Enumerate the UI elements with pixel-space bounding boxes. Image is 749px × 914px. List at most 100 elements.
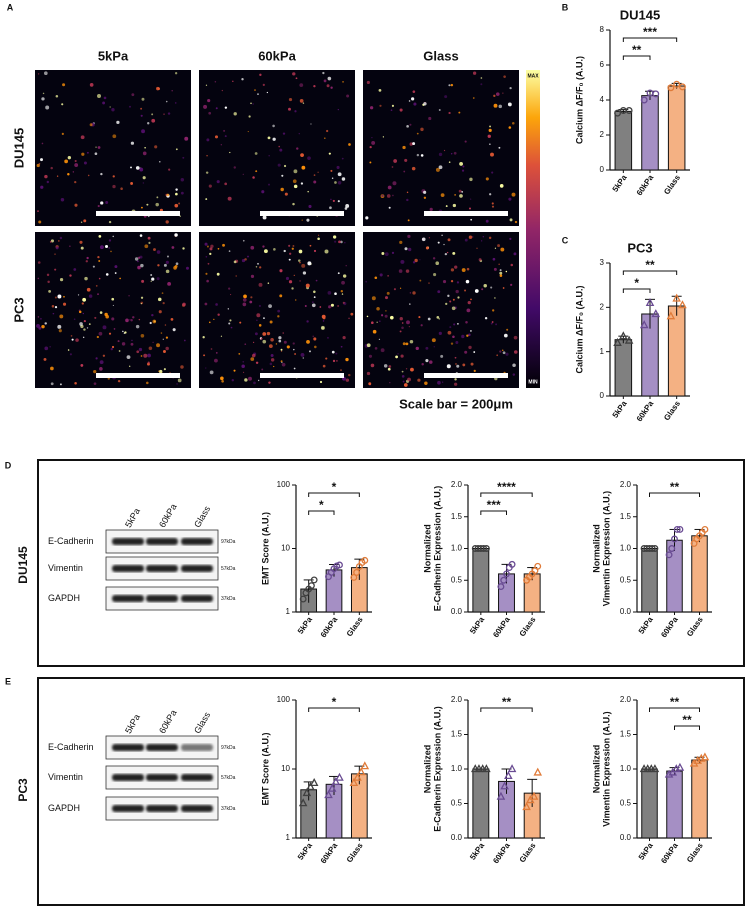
cell (269, 320, 273, 324)
cell (146, 381, 149, 385)
cell (81, 302, 84, 305)
cell (279, 294, 283, 298)
y-tick-label: 10 (281, 544, 290, 553)
cell (499, 274, 503, 277)
cell (450, 280, 454, 283)
cell (401, 322, 404, 324)
cell (262, 215, 267, 220)
cell (263, 249, 268, 254)
band (181, 744, 213, 751)
lane-label: 5kPa (123, 506, 142, 529)
data-point (625, 107, 633, 114)
cell (242, 239, 245, 242)
cell (78, 310, 82, 314)
chart-title: DU145 (620, 7, 660, 22)
cell (423, 102, 427, 106)
cell (337, 108, 339, 111)
y-axis-label: Normalized (591, 745, 601, 794)
cell (57, 294, 62, 299)
cell (118, 350, 121, 352)
bar (667, 305, 686, 397)
micrograph (199, 70, 355, 226)
cell (166, 255, 170, 258)
cell (42, 92, 45, 95)
data-point (353, 568, 361, 576)
cell (368, 354, 373, 358)
cell (162, 338, 165, 340)
cell (471, 236, 474, 238)
data-point (614, 109, 621, 117)
scale-bar (260, 211, 344, 216)
cell (47, 280, 50, 284)
cell (368, 382, 372, 386)
cell (69, 274, 72, 277)
cell (94, 316, 97, 319)
cell (185, 266, 189, 270)
error-bar (303, 781, 314, 801)
x-tick-label: 5kPa (468, 615, 486, 636)
cell (418, 316, 421, 319)
cell (255, 170, 258, 173)
cell (128, 295, 130, 297)
cell (456, 281, 460, 284)
y-axis-label: Vimentin Expression (A.U.) (601, 491, 611, 606)
cell (252, 341, 255, 343)
x-tick-label: 5kPa (296, 615, 314, 636)
cell (299, 261, 301, 264)
x-tick-label: 5kPa (296, 841, 314, 862)
cell (165, 269, 170, 274)
cell (257, 262, 259, 265)
cell (157, 87, 161, 90)
cell (405, 269, 410, 273)
cell (453, 151, 457, 155)
cell (277, 163, 281, 167)
cell (228, 287, 231, 290)
cell (242, 302, 247, 307)
cell (80, 363, 84, 367)
cell (409, 292, 412, 294)
data-point (306, 782, 315, 791)
cell (456, 364, 460, 368)
cell (261, 190, 265, 194)
cell (165, 220, 169, 224)
cell (406, 191, 409, 194)
cell (55, 246, 59, 250)
cell (95, 284, 98, 287)
cell (110, 250, 112, 253)
cell (461, 268, 466, 272)
row-label: PC3 (16, 778, 30, 802)
y-tick-label: 2.0 (451, 695, 463, 704)
cell (147, 353, 151, 358)
y-axis-label: Calcium ΔF/F₀ (A.U.) (574, 285, 584, 373)
cell (509, 237, 512, 240)
cell (499, 271, 503, 275)
cell (388, 206, 391, 209)
cell (184, 136, 189, 141)
cell (137, 260, 139, 263)
cell (499, 184, 504, 188)
panel-frame (37, 459, 745, 667)
cell (419, 279, 422, 282)
cell (46, 273, 50, 277)
y-axis-label: Vimentin Expression (A.U.) (601, 711, 611, 826)
cell (140, 263, 144, 268)
cell (220, 376, 224, 381)
cell (281, 362, 286, 367)
cell (221, 380, 224, 383)
cell (209, 321, 211, 324)
cell (269, 362, 273, 366)
cell (468, 345, 472, 350)
cell (334, 181, 337, 184)
y-axis-label: Calcium ΔF/F₀ (A.U.) (574, 56, 584, 144)
x-tick-label: 60kPa (659, 841, 680, 866)
cell (484, 316, 488, 320)
cell (50, 239, 54, 243)
cell (399, 240, 403, 244)
data-point (482, 764, 491, 773)
data-point (497, 583, 505, 591)
cell (440, 193, 445, 197)
data-point (310, 576, 318, 584)
band (112, 805, 144, 812)
scale-bar (424, 211, 508, 216)
cell (295, 299, 297, 301)
